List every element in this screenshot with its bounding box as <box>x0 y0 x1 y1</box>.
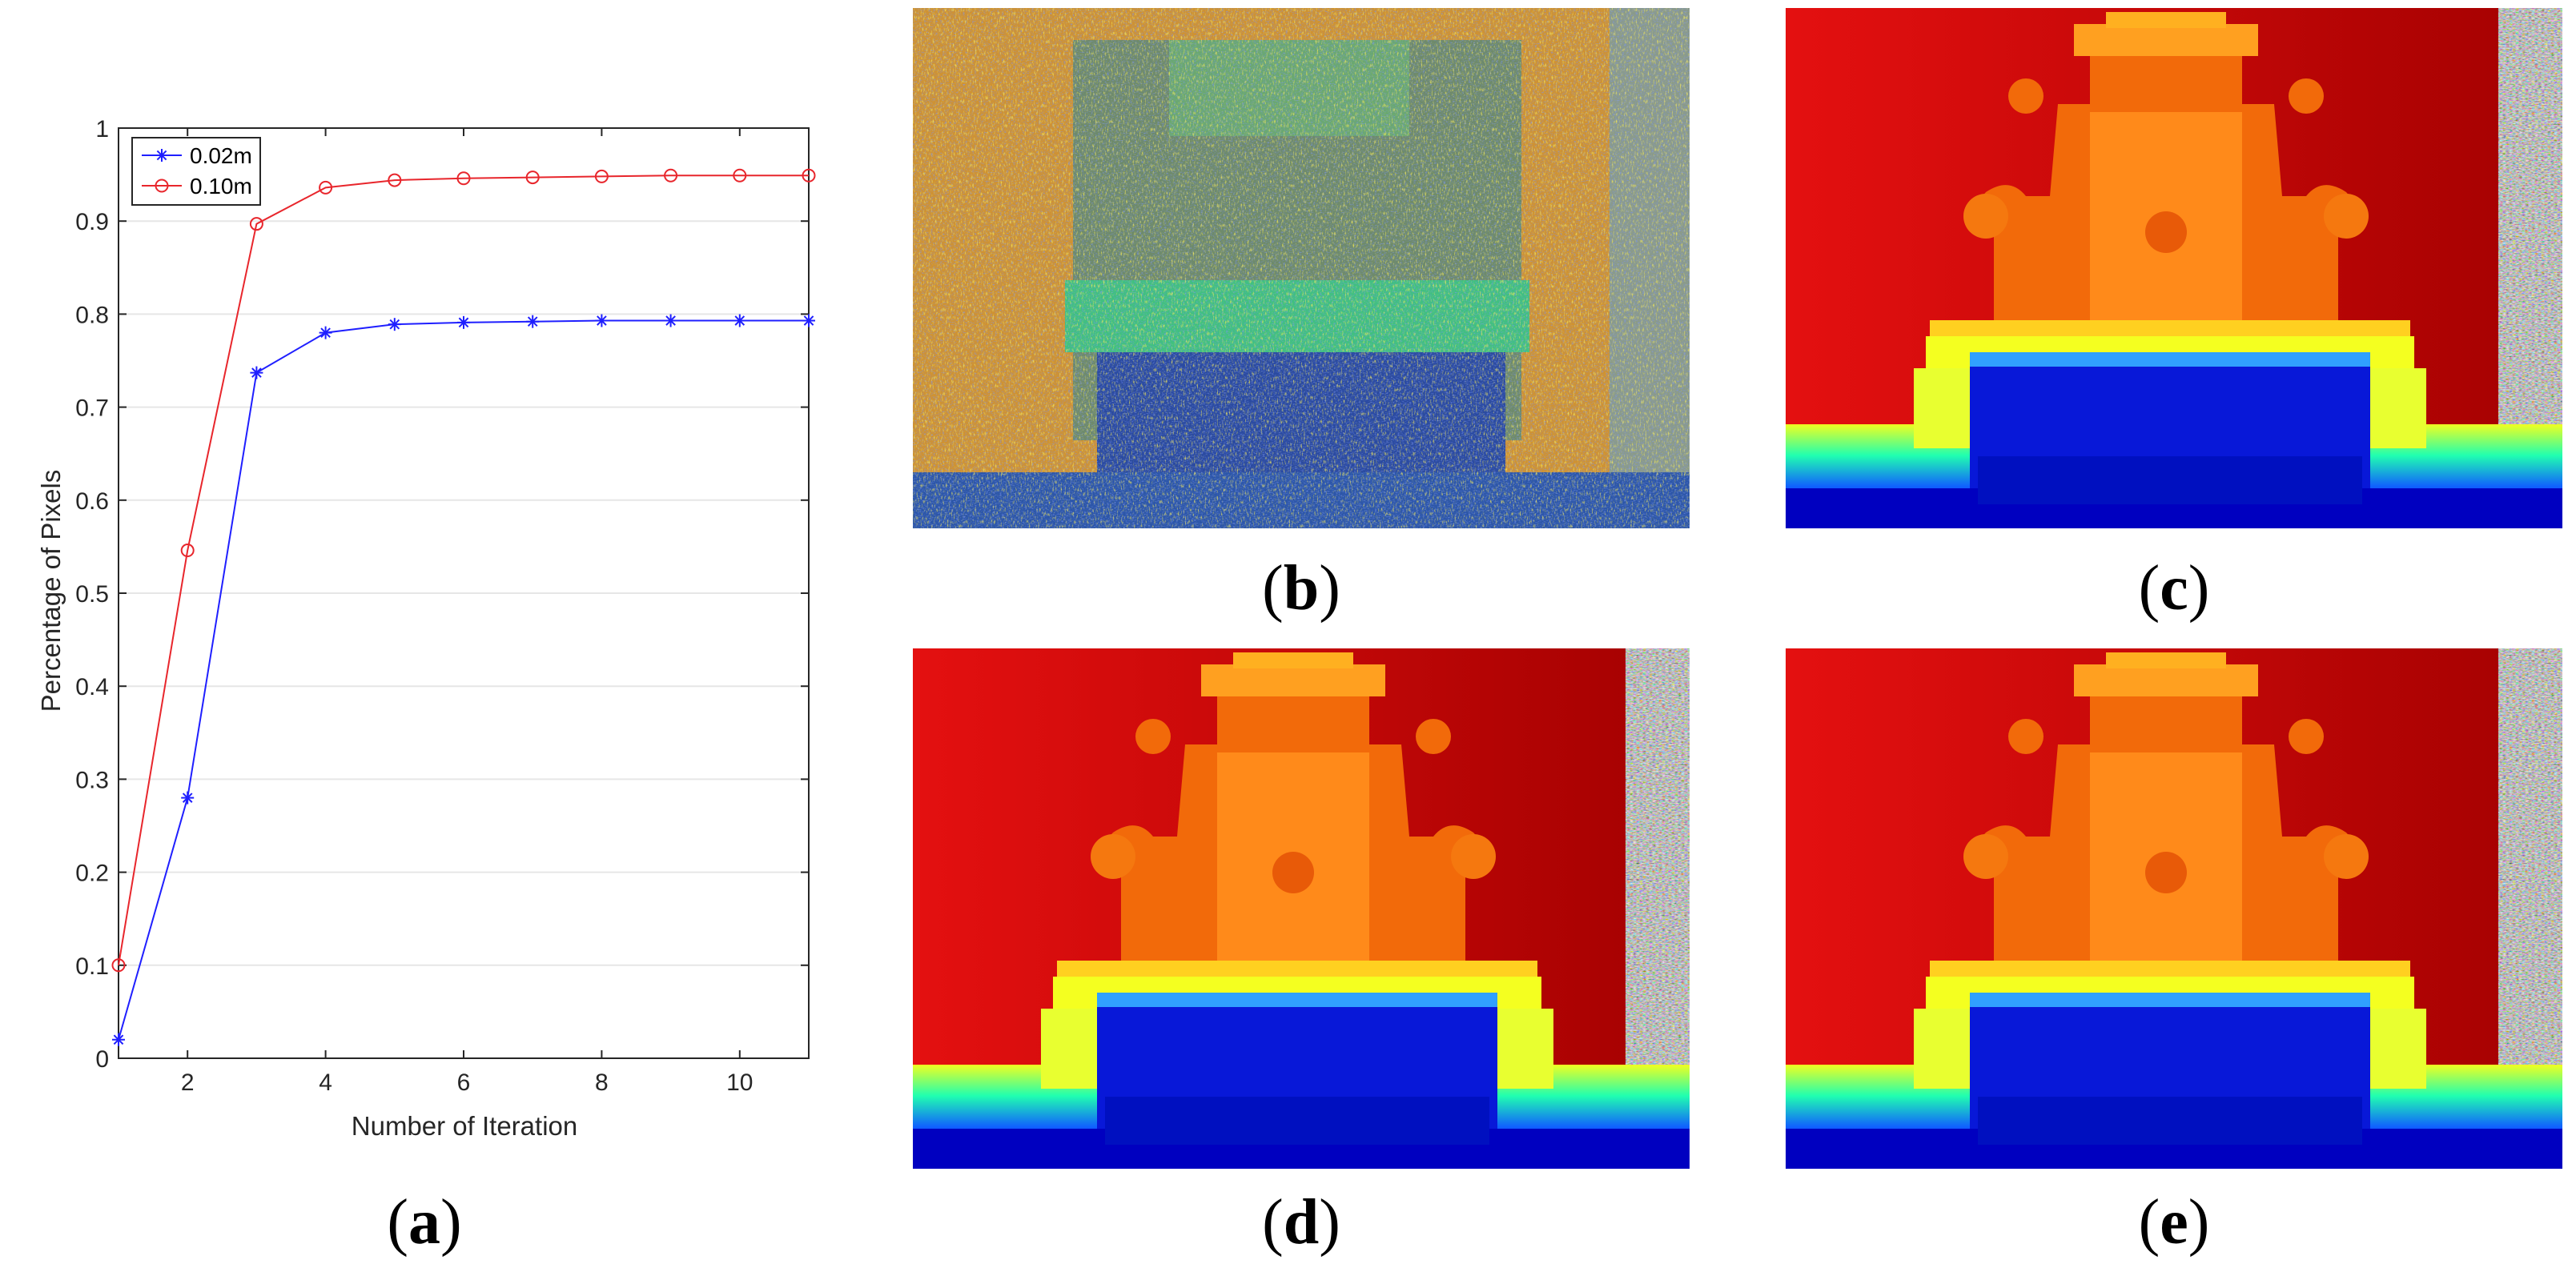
x-tick-label: 10 <box>726 1069 753 1096</box>
data-point <box>319 180 333 195</box>
caption-a: (a) <box>387 1187 462 1258</box>
data-point <box>802 168 816 183</box>
legend-box <box>131 137 261 206</box>
x-tick-label: 6 <box>457 1069 471 1096</box>
panel-b-image <box>913 8 1690 528</box>
caption-b: (b) <box>1262 553 1340 624</box>
legend-label: 0.10m <box>190 174 252 199</box>
y-tick-label: 0.3 <box>75 767 109 793</box>
y-tick-label: 1 <box>95 116 109 142</box>
data-point <box>457 315 470 329</box>
chart-series <box>111 168 816 1046</box>
y-tick-label: 0.9 <box>75 209 109 235</box>
data-point <box>388 173 402 187</box>
legend-label: 0.02m <box>190 143 252 168</box>
y-tick-label: 0.1 <box>75 953 109 980</box>
data-point <box>733 168 747 183</box>
panel-d-image <box>913 648 1690 1169</box>
series-line-1 <box>118 175 809 965</box>
data-point <box>111 958 126 973</box>
data-point <box>664 168 678 183</box>
y-tick-label: 0.6 <box>75 488 109 515</box>
y-tick-label: 0.8 <box>75 302 109 328</box>
y-tick-label: 0.2 <box>75 861 109 887</box>
data-point <box>525 171 540 185</box>
legend-marker <box>155 179 169 193</box>
y-tick-label: 0.7 <box>75 395 109 422</box>
x-axis-label: Number of Iteration <box>352 1111 577 1141</box>
data-point <box>249 217 263 231</box>
y-tick-label: 0.5 <box>75 581 109 608</box>
chart-grid <box>119 128 809 1058</box>
data-point <box>664 314 677 327</box>
data-point <box>319 326 332 339</box>
y-tick-label: 0 <box>95 1046 109 1073</box>
chart-axes: 0 0.1 0.2 0.3 0.4 0.5 0.6 0.7 0.8 0.9 1 2 4 6 8 10 <box>75 116 810 1096</box>
caption-c: (c) <box>2138 553 2210 624</box>
x-tick-label: 8 <box>595 1069 609 1096</box>
data-point <box>595 314 609 327</box>
data-point <box>388 318 401 331</box>
data-point <box>594 169 609 183</box>
data-point <box>526 315 540 328</box>
x-tick-label: 4 <box>319 1069 332 1096</box>
y-tick-label: 0.4 <box>75 674 109 700</box>
legend-marker <box>155 149 168 162</box>
data-point <box>456 171 471 186</box>
caption-e: (e) <box>2138 1187 2210 1258</box>
x-tick-label: 2 <box>181 1069 195 1096</box>
data-point <box>112 1033 125 1046</box>
caption-d: (d) <box>1262 1187 1340 1258</box>
data-point <box>733 314 746 327</box>
data-point <box>802 314 815 327</box>
panel-e-image <box>1786 648 2562 1169</box>
chart-legend: 0.02m 0.10m <box>131 137 261 206</box>
data-point <box>180 544 195 558</box>
panel-c-image <box>1786 8 2562 528</box>
y-axis-label: Percentage of Pixels <box>36 470 66 712</box>
data-point <box>250 366 263 379</box>
convergence-chart: 0 0.1 0.2 0.3 0.4 0.5 0.6 0.7 0.8 0.9 1 2 4 6 8 10 0.02… <box>36 116 816 1141</box>
data-point <box>181 791 195 805</box>
